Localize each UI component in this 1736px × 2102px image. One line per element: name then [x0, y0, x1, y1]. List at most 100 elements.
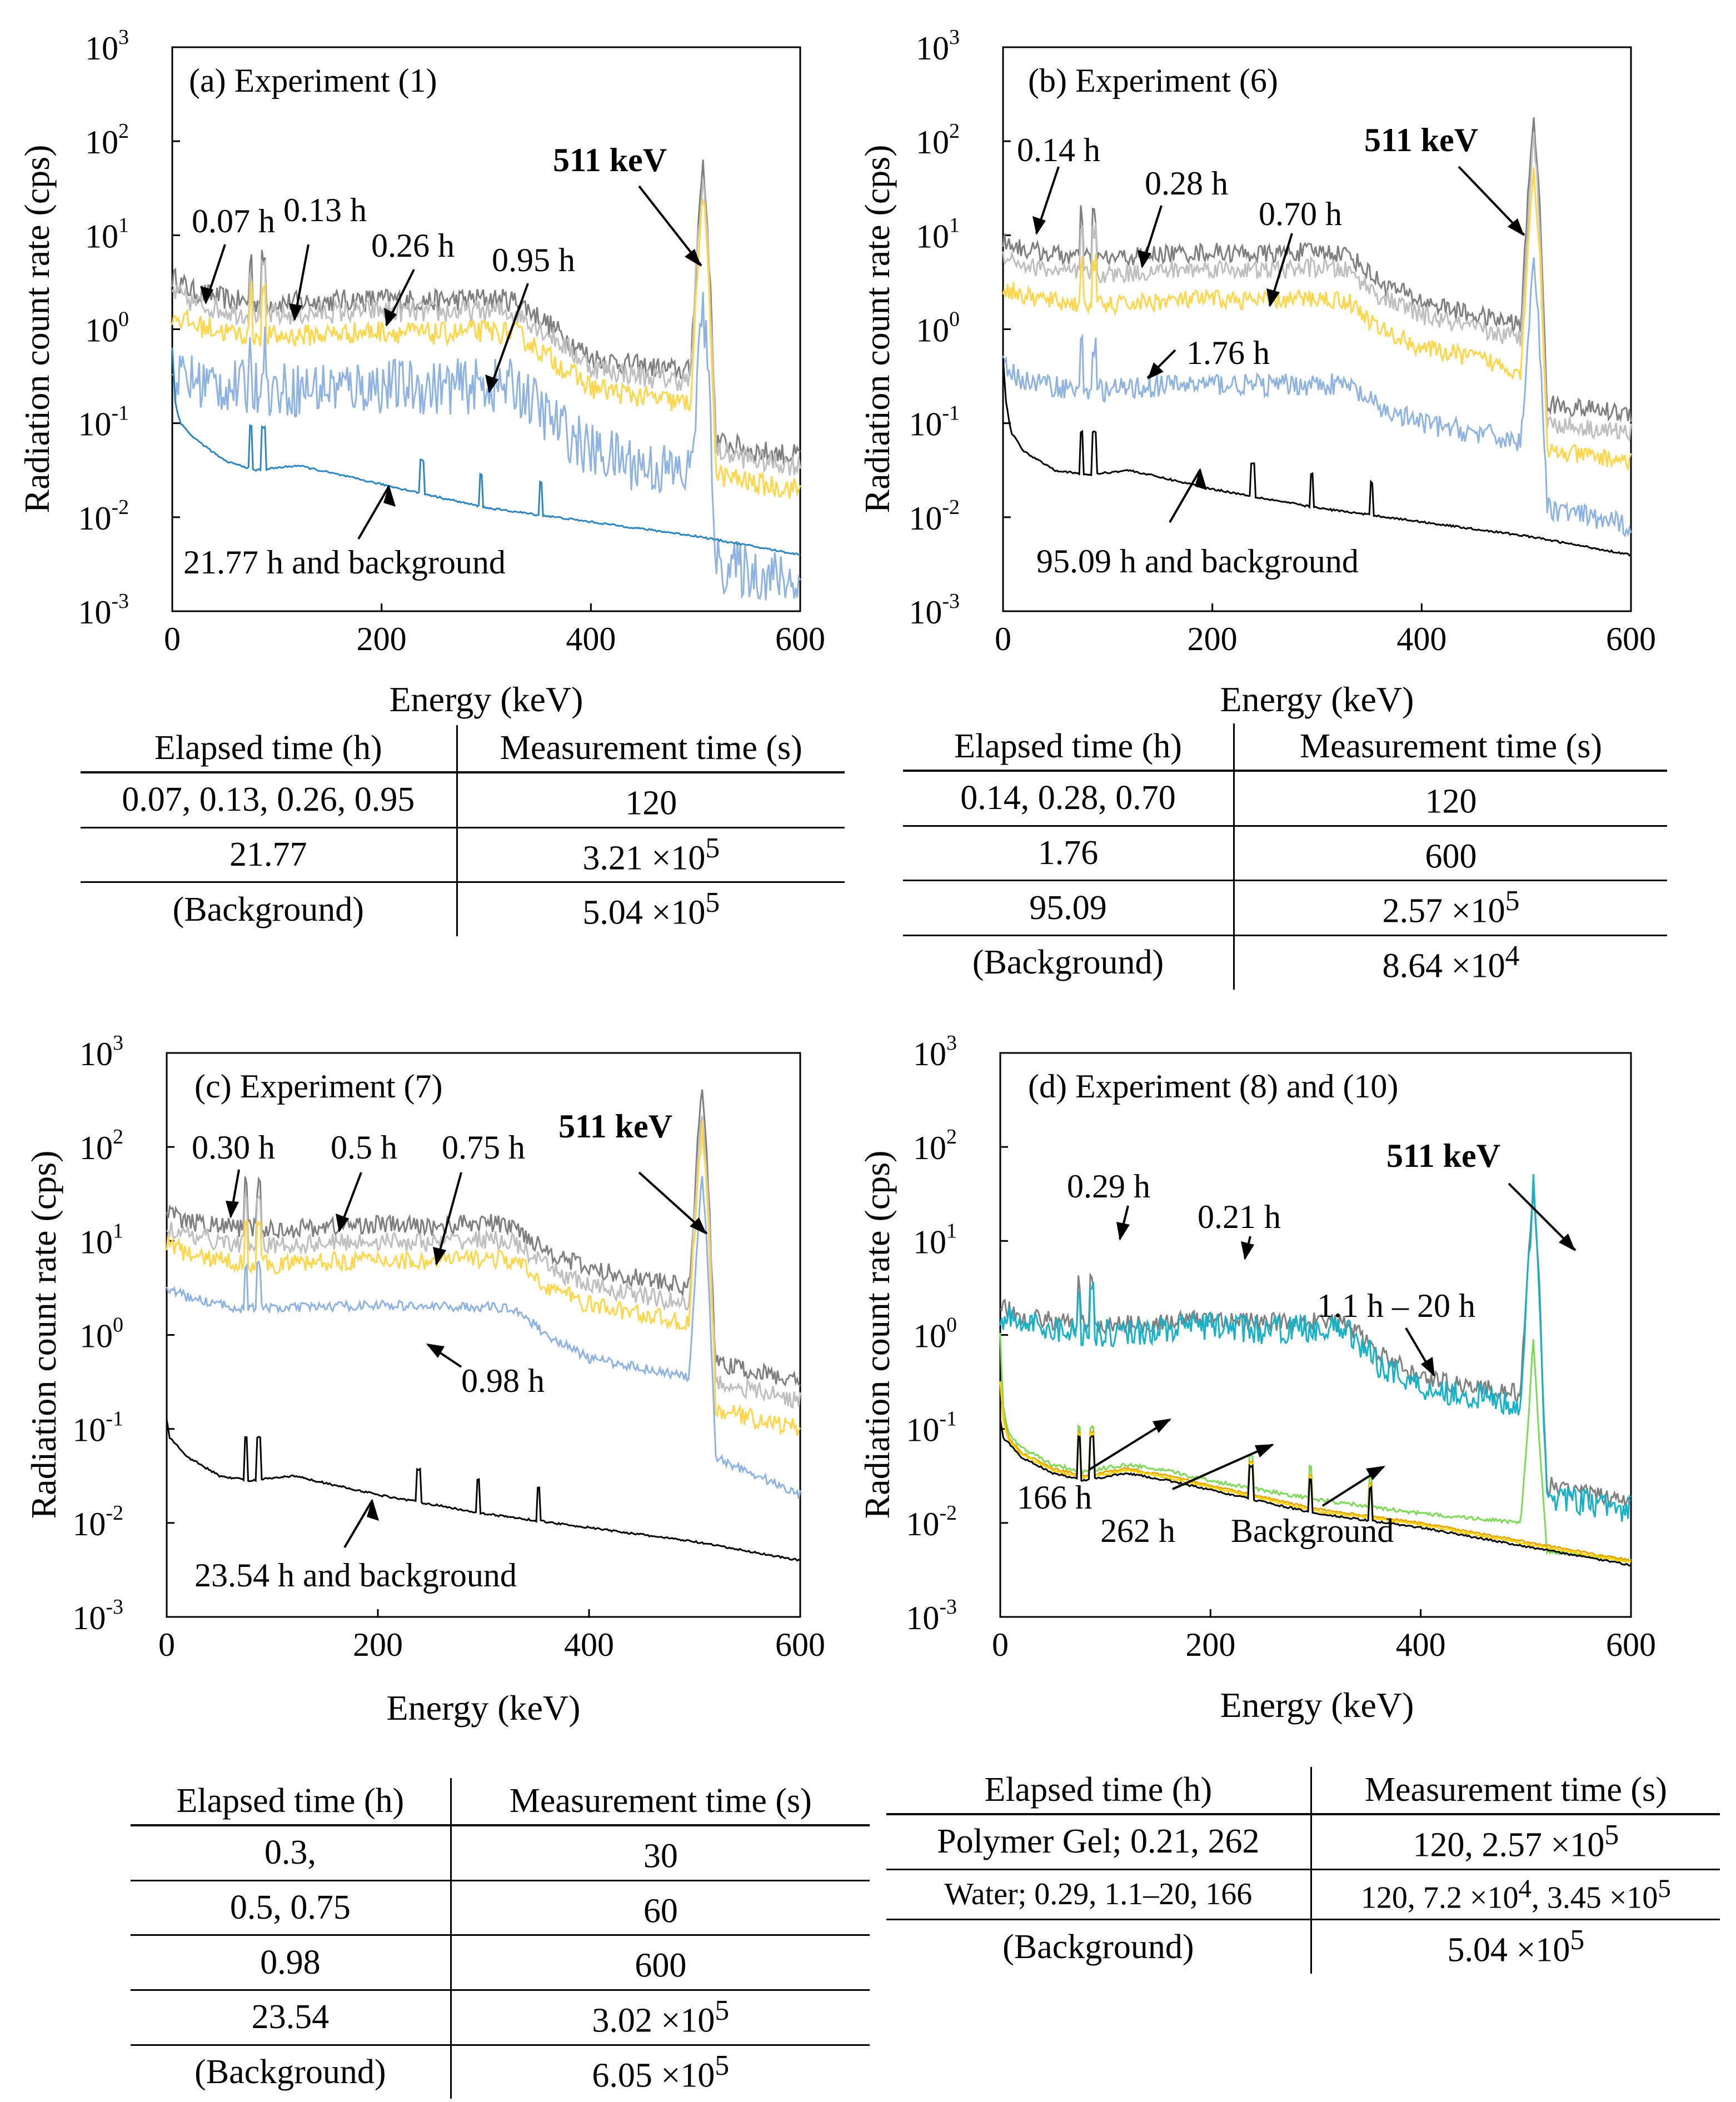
y-tick-label: 10-1 — [72, 1407, 123, 1449]
series-0-13-h — [171, 178, 801, 476]
x-tick-label: 600 — [1606, 621, 1656, 657]
x-tick-label: 0 — [995, 621, 1011, 657]
label-0.14h: 0.14 h — [1017, 132, 1100, 168]
arrowheads — [1032, 216, 1524, 490]
y-tick-label: 101 — [85, 213, 129, 254]
chart-panel-c: 0 200 400 600 10-3 10-2 10-1 100 101 102 103 (c) E… — [24, 1031, 825, 1727]
series-95-09-h-and-background — [1002, 358, 1632, 557]
table-row: (Background) 5.04 ×105 — [886, 1919, 1720, 1974]
label-0.70h: 0.70 h — [1259, 196, 1342, 232]
y-tick-label: 10-2 — [78, 496, 129, 537]
label-0.30h: 0.30 h — [192, 1129, 275, 1166]
chart-panel-a: 0 200 400 600 10-3 10-2 10-1 100 101 102 103 (a) E… — [17, 26, 825, 719]
label-21.77h: 21.77 h and background — [183, 544, 506, 581]
label-166h: 166 h — [1017, 1479, 1092, 1516]
label-1.1-20h: 1.1 h – 20 h — [1317, 1287, 1475, 1324]
x-axis-label: Energy (keV) — [1220, 680, 1414, 719]
table-row: Polymer Gel; 0.21, 262 120, 2.57 ×105 — [886, 1814, 1720, 1870]
x-tick-label: 600 — [1606, 1626, 1656, 1663]
measurement-table-b: Elapsed time (h) Measurement time (s) 0.1… — [903, 723, 1667, 990]
x-tick-label: 600 — [775, 621, 825, 657]
x-tick-label: 200 — [357, 621, 407, 657]
y-tick-label: 102 — [85, 119, 129, 161]
y-tick-label: 10-1 — [906, 1407, 957, 1449]
series-1-76-h — [1002, 257, 1632, 538]
y-tick-label: 10-3 — [906, 1595, 957, 1636]
y-tick-label: 100 — [913, 1314, 957, 1355]
series-0-26-h — [171, 197, 801, 500]
panel-title: (b) Experiment (6) — [1028, 62, 1278, 99]
label-0.13h: 0.13 h — [283, 192, 367, 228]
y-tick-label: 10-1 — [909, 402, 960, 443]
y-tick-label: 102 — [79, 1125, 123, 1166]
series-0-98-h — [166, 1176, 801, 1499]
measurement-table-d: Elapsed time (h) Measurement time (s) Pol… — [886, 1767, 1720, 1974]
y-tick-label: 10-3 — [72, 1595, 123, 1636]
chart-panel-d: 0 200 400 600 10-3 10-2 10-1 100 101 102 103 (d) E… — [857, 1031, 1656, 1725]
series-0-5-h — [166, 1115, 801, 1409]
measurement-table-c: Elapsed time (h) Measurement time (s) 0.3… — [131, 1778, 870, 2099]
panel-title: (c) Experiment (7) — [194, 1068, 442, 1105]
y-tick-label: 102 — [913, 1125, 957, 1166]
label-0.28h: 0.28 h — [1145, 165, 1228, 202]
table-row: (Background) 8.64 ×104 — [903, 935, 1667, 990]
series-background — [999, 1419, 1632, 1567]
label-1.76h: 1.76 h — [1186, 334, 1270, 371]
table-row: (Background) 6.05 ×105 — [131, 2045, 870, 2099]
panel-title: (a) Experiment (1) — [189, 62, 437, 99]
y-tick-label: 10-2 — [906, 1501, 957, 1542]
chart-panel-b: 0 200 400 600 10-3 10-2 10-1 100 101 102 103 (b) E… — [857, 26, 1656, 719]
y-tick-label: 100 — [79, 1314, 123, 1355]
series-0-95-h — [171, 292, 801, 601]
table-row: 0.5, 0.75 60 — [131, 1880, 870, 1936]
x-tick-label: 400 — [1396, 621, 1446, 657]
table-row: 0.07, 0.13, 0.26, 0.95 120 — [81, 772, 845, 828]
series-0-14-h — [1002, 117, 1632, 423]
y-tick-label: 10-2 — [909, 496, 960, 537]
x-tick-label: 200 — [353, 1626, 403, 1663]
x-tick-label: 600 — [775, 1626, 825, 1663]
table-row: 95.09 2.57 ×105 — [903, 880, 1667, 936]
y-tick-label: 103 — [916, 26, 960, 67]
y-tick-label: 103 — [79, 1031, 123, 1072]
x-tick-label: 0 — [164, 621, 181, 657]
y-axis-label: Radiation count rate (cps) — [857, 145, 897, 513]
table-row: 0.3, 30 — [131, 1825, 870, 1881]
label-0.98h: 0.98 h — [461, 1362, 545, 1399]
y-axis-label: Radiation count rate (cps) — [24, 1151, 63, 1519]
x-tick-label: 400 — [564, 1626, 614, 1663]
series-262-h — [999, 1382, 1632, 1563]
series-23-54-h-and-background — [166, 1419, 801, 1562]
x-tick-label: 200 — [1185, 1626, 1235, 1663]
arrow-23.54h — [343, 1499, 373, 1549]
label-262h: 262 h — [1100, 1512, 1175, 1549]
arrowheads — [200, 249, 701, 507]
y-tick-label: 103 — [85, 26, 129, 67]
arrow-21.77h — [357, 485, 390, 540]
table-row: 21.77 3.21 ×105 — [81, 827, 845, 883]
x-axis-label: Energy (keV) — [387, 1688, 581, 1727]
label-511kev: 511 keV — [1386, 1137, 1500, 1174]
arrow-95.09h — [1169, 468, 1201, 523]
table-row: 0.14, 0.28, 0.70 120 — [903, 771, 1667, 827]
series-0-28-h — [1002, 132, 1632, 443]
y-tick-label: 10-3 — [909, 590, 960, 631]
label-0.95h: 0.95 h — [492, 242, 575, 278]
arrowheads — [1116, 1222, 1575, 1480]
label-background: Background — [1231, 1512, 1394, 1549]
label-0.5h: 0.5 h — [331, 1129, 397, 1166]
panel-title: (d) Experiment (8) and (10) — [1028, 1068, 1398, 1105]
y-tick-label: 101 — [916, 213, 960, 254]
x-tick-label: 0 — [158, 1626, 175, 1663]
x-tick-label: 0 — [992, 1626, 1009, 1663]
label-0.07h: 0.07 h — [192, 203, 275, 239]
y-tick-label: 102 — [916, 119, 960, 161]
y-axis-label: Radiation count rate (cps) — [857, 1151, 897, 1519]
annotation-layer — [1088, 1182, 1577, 1507]
series-0-70-h — [1002, 167, 1632, 472]
table-row: 1.76 600 — [903, 826, 1667, 882]
label-511kev: 511 keV — [1364, 122, 1478, 158]
y-tick-label: 10-3 — [78, 590, 129, 631]
y-tick-label: 10-2 — [72, 1501, 123, 1542]
label-95.09h: 95.09 h and background — [1036, 543, 1359, 580]
